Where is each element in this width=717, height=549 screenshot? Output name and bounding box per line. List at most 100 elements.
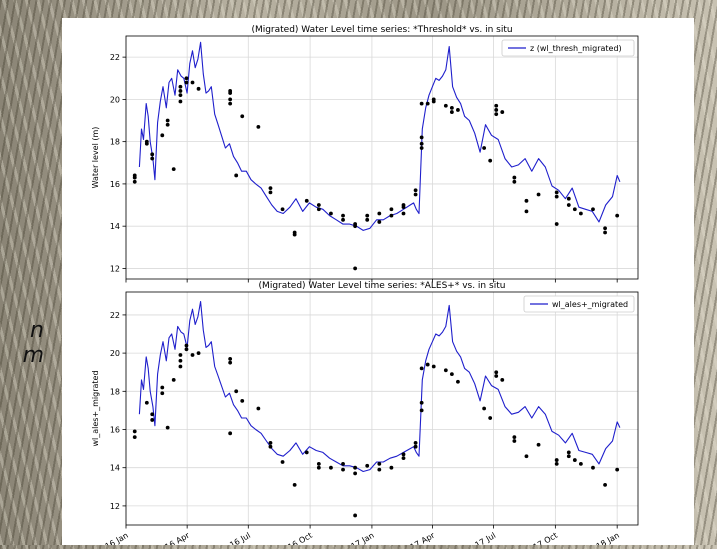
in-situ-point <box>184 343 189 348</box>
in-situ-point <box>256 406 261 411</box>
in-situ-point <box>443 368 448 373</box>
in-situ-point <box>132 179 137 184</box>
in-situ-point <box>132 435 137 440</box>
in-situ-point <box>494 374 499 378</box>
in-situ-point <box>566 454 571 459</box>
in-situ-point <box>353 266 358 271</box>
in-situ-point <box>228 89 233 93</box>
in-situ-point <box>377 467 382 472</box>
in-situ-point <box>280 460 285 464</box>
in-situ-point <box>178 99 183 104</box>
in-situ-point <box>316 207 321 212</box>
in-situ-point <box>268 440 273 445</box>
in-situ-point <box>165 122 170 127</box>
in-situ-point <box>482 146 487 150</box>
in-situ-point <box>591 465 595 470</box>
x-tick-label: 17 Apr <box>409 530 437 545</box>
in-situ-point <box>353 222 358 226</box>
chart-title: (Migrated) Water Level time series: *Thr… <box>251 25 512 35</box>
in-situ-point <box>268 186 273 191</box>
x-tick-label: 17 Jul <box>473 531 497 545</box>
in-situ-point <box>268 190 273 195</box>
in-situ-point <box>304 198 309 203</box>
y-tick-label: 22 <box>110 311 120 320</box>
in-situ-point <box>603 482 607 487</box>
in-situ-point <box>494 112 499 117</box>
in-situ-point <box>488 416 493 420</box>
ales-chart: 16 Jan 16 Apr 16 Jul 16 Oct 17 Jan 17 Apr 17 J… <box>91 281 639 549</box>
in-situ-point <box>316 461 321 466</box>
in-situ-point <box>425 101 430 106</box>
in-situ-point <box>524 198 529 203</box>
in-situ-point <box>494 103 499 108</box>
in-situ-point <box>456 379 460 384</box>
y-tick-label: 20 <box>110 95 120 104</box>
in-situ-point <box>578 211 583 216</box>
in-situ-point <box>184 80 189 85</box>
in-situ-point <box>389 207 394 212</box>
y-tick-label: 14 <box>110 222 120 231</box>
in-situ-point <box>228 97 233 102</box>
in-situ-point <box>554 194 559 199</box>
in-situ-point <box>536 192 541 197</box>
plot-frame <box>125 35 639 280</box>
y-tick-label: 20 <box>110 349 120 358</box>
in-situ-point <box>240 398 245 403</box>
chart-title: (Migrated) Water Level time series: *ALE… <box>259 281 506 291</box>
in-situ-point <box>353 513 358 518</box>
threshold-chart: 12 14 16 18 20 22 (Migrated) Water Level time … <box>91 25 639 283</box>
in-situ-point <box>228 431 233 436</box>
background-text-line: n <box>30 318 44 343</box>
in-situ-point <box>419 146 424 150</box>
in-situ-point <box>554 458 559 462</box>
in-situ-point <box>377 461 382 466</box>
in-situ-point <box>165 425 170 430</box>
in-situ-point <box>488 158 493 163</box>
in-situ-point <box>419 400 424 405</box>
in-situ-point <box>482 406 487 411</box>
x-tick-label: 16 Oct <box>286 531 314 545</box>
in-situ-point <box>341 467 345 472</box>
in-situ-point <box>228 101 233 106</box>
in-situ-point <box>554 222 559 226</box>
y-tick-label: 12 <box>110 502 120 511</box>
in-situ-point <box>500 110 505 114</box>
in-situ-point <box>234 173 239 178</box>
x-tick-label: 16 Jan <box>104 531 130 545</box>
in-situ-point <box>178 353 183 357</box>
in-situ-point <box>615 213 620 218</box>
in-situ-point <box>413 188 418 193</box>
in-situ-point <box>401 452 406 457</box>
in-situ-point <box>456 108 460 112</box>
in-situ-point <box>234 389 239 394</box>
in-situ-point <box>494 108 499 112</box>
in-situ-point <box>190 80 195 85</box>
in-situ-point <box>566 203 571 207</box>
in-situ-point <box>304 450 309 455</box>
in-situ-point <box>178 364 183 369</box>
in-situ-point <box>184 76 189 81</box>
in-situ-point <box>431 364 436 369</box>
in-situ-point <box>512 439 517 443</box>
in-situ-point <box>268 444 273 449</box>
in-situ-point <box>178 84 183 89</box>
in-situ-point <box>419 135 424 140</box>
y-tick-label: 14 <box>110 464 120 473</box>
in-situ-point <box>413 444 418 449</box>
in-situ-point <box>160 391 165 396</box>
in-situ-point <box>512 435 517 440</box>
in-situ-point <box>341 213 345 218</box>
in-situ-point <box>329 465 333 470</box>
in-situ-point <box>316 203 321 207</box>
in-situ-point <box>566 450 571 455</box>
in-situ-point <box>572 207 577 212</box>
in-situ-point <box>431 97 436 102</box>
in-situ-point <box>150 418 155 422</box>
in-situ-point <box>228 360 233 365</box>
in-situ-point <box>150 156 155 161</box>
in-situ-point <box>150 412 155 417</box>
in-situ-point <box>449 372 454 377</box>
in-situ-point <box>240 114 245 119</box>
in-situ-point <box>178 358 183 363</box>
in-situ-point <box>401 211 406 216</box>
